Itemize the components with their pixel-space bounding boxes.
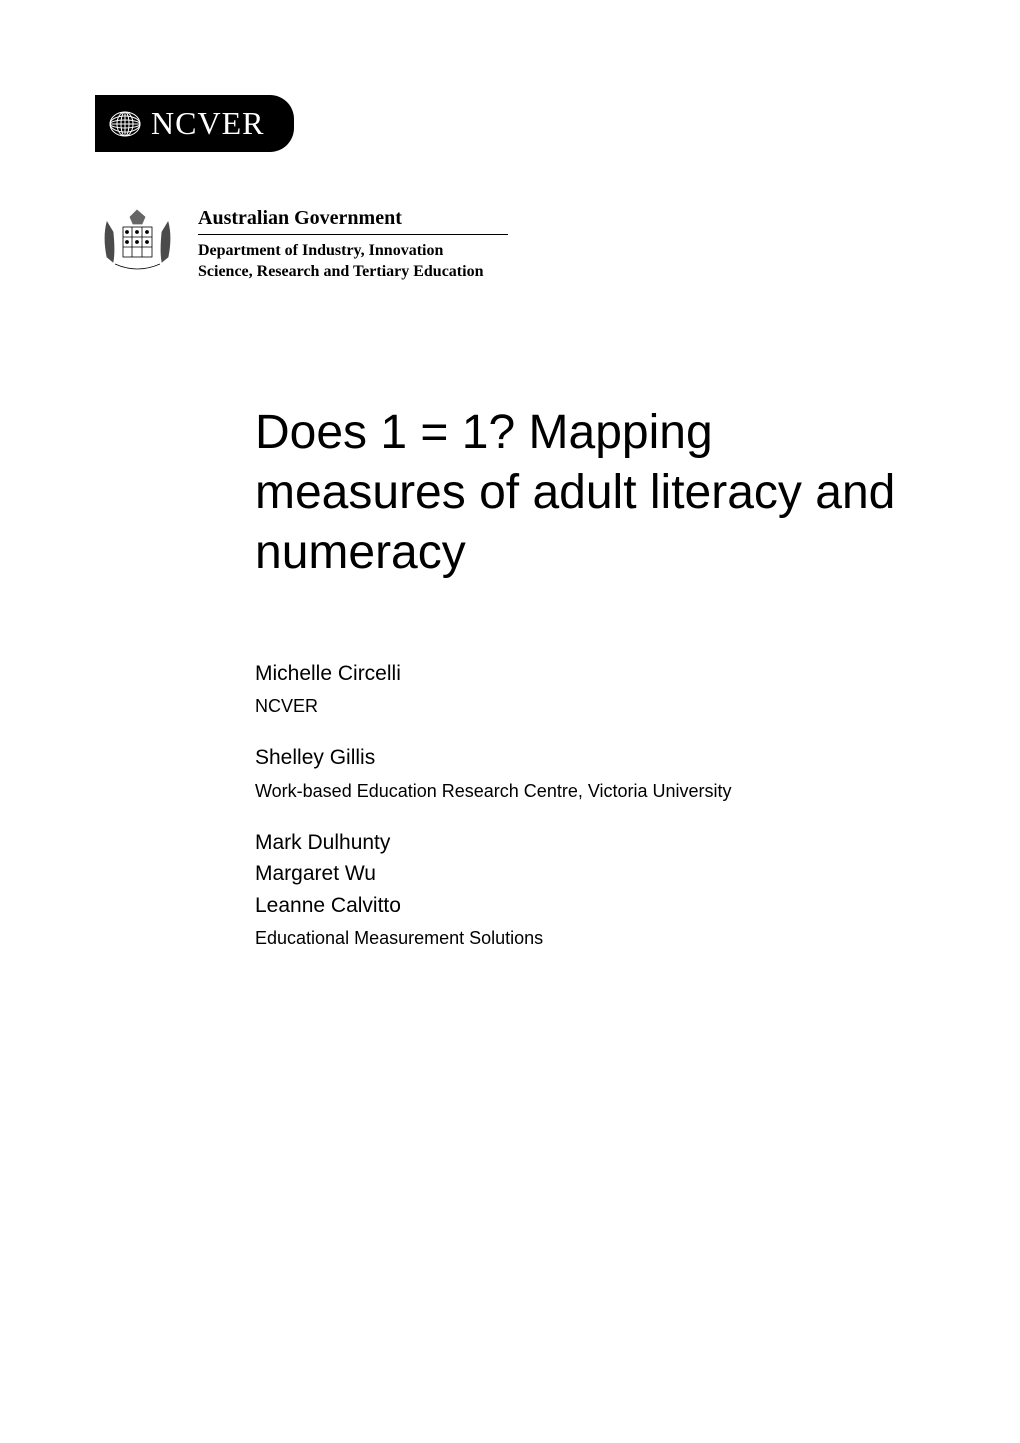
ncver-logo-inner: NCVER xyxy=(107,105,264,142)
author-name: Shelley Gillis xyxy=(255,742,925,774)
coat-of-arms-icon xyxy=(95,202,180,277)
author-affiliation: Educational Measurement Solutions xyxy=(255,925,925,952)
ncver-globe-icon xyxy=(107,106,143,142)
author-block-0: Michelle Circelli NCVER xyxy=(255,658,925,721)
main-content: Does 1 = 1? Mapping measures of adult li… xyxy=(95,403,925,953)
author-block-2: Mark Dulhunty Margaret Wu Leanne Calvitt… xyxy=(255,827,925,953)
ncver-logo: NCVER xyxy=(95,95,294,152)
author-block-1: Shelley Gillis Work-based Education Rese… xyxy=(255,742,925,805)
government-section: Australian Government Department of Indu… xyxy=(95,202,925,283)
government-divider xyxy=(198,234,508,235)
author-name: Margaret Wu xyxy=(255,858,925,890)
government-department: Department of Industry, Innovation Scien… xyxy=(198,241,508,283)
author-affiliation: NCVER xyxy=(255,693,925,720)
government-title: Australian Government xyxy=(198,207,508,230)
author-name: Michelle Circelli xyxy=(255,658,925,690)
dept-line-1: Department of Industry, Innovation xyxy=(198,241,508,262)
author-name: Leanne Calvitto xyxy=(255,890,925,922)
dept-line-2: Science, Research and Tertiary Education xyxy=(198,262,508,283)
government-text-block: Australian Government Department of Indu… xyxy=(198,202,508,283)
author-name: Mark Dulhunty xyxy=(255,827,925,859)
ncver-logo-text: NCVER xyxy=(151,105,264,142)
author-affiliation: Work-based Education Research Centre, Vi… xyxy=(255,778,925,805)
page-title: Does 1 = 1? Mapping measures of adult li… xyxy=(255,403,925,583)
